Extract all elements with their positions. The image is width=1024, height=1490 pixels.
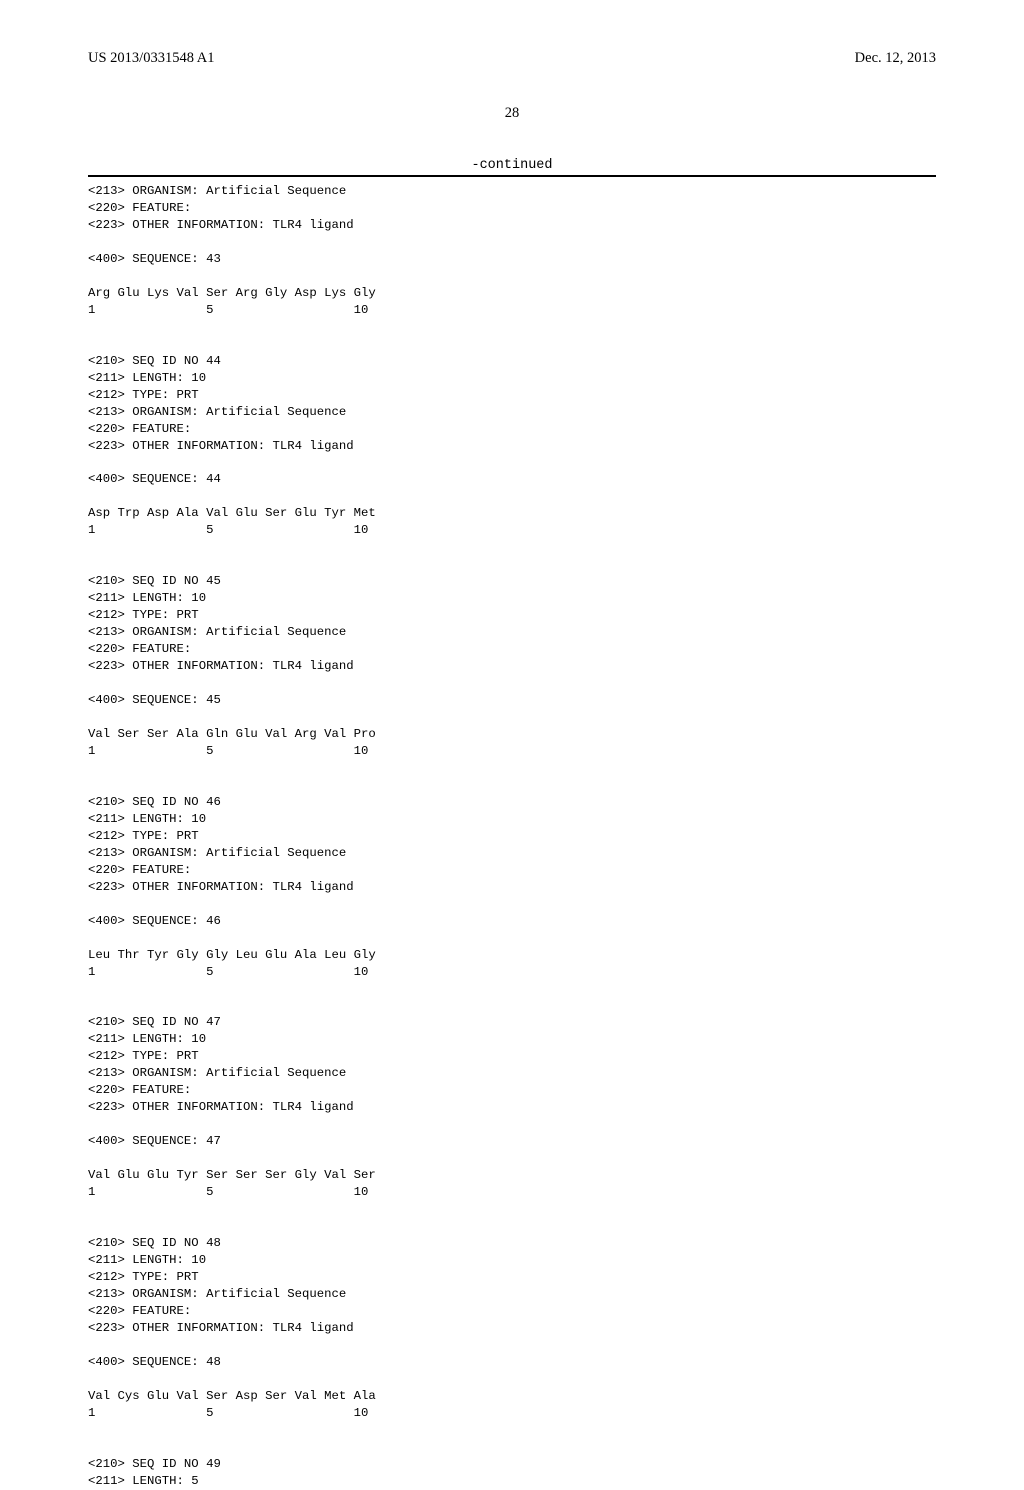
continued-label: -continued xyxy=(88,158,936,173)
page-number: 28 xyxy=(88,105,936,122)
publication-date: Dec. 12, 2013 xyxy=(855,50,936,67)
page-header: US 2013/0331548 A1 Dec. 12, 2013 xyxy=(88,50,936,67)
publication-number: US 2013/0331548 A1 xyxy=(88,50,215,67)
sequence-listing: <213> ORGANISM: Artificial Sequence <220… xyxy=(88,177,936,1490)
